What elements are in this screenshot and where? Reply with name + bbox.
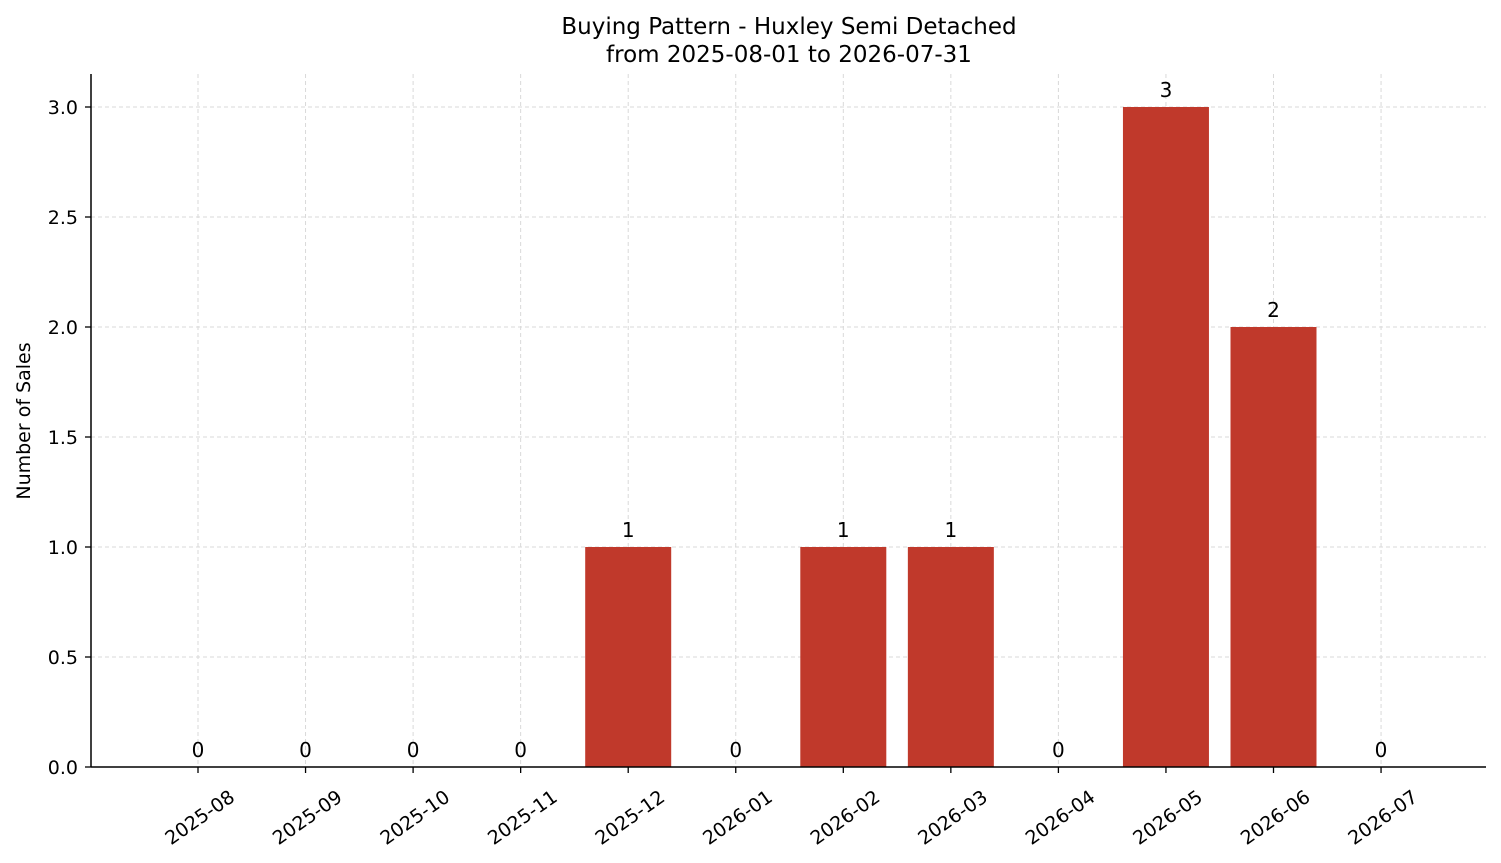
data-label-2026-02: 1 (837, 518, 850, 542)
x-tick-label: 2026-02 (807, 786, 885, 850)
data-labels: 0 0 0 0 1 0 1 1 0 3 2 0 (192, 78, 1388, 762)
y-tick-label: 1.0 (48, 537, 78, 559)
y-tick-label: 2.0 (48, 317, 78, 339)
data-label-2026-07: 0 (1375, 738, 1388, 762)
data-label-2026-05: 3 (1160, 78, 1173, 102)
y-tick-label: 1.5 (48, 427, 78, 449)
x-tick-label: 2025-10 (376, 786, 454, 850)
x-tick-label: 2026-01 (699, 786, 777, 850)
bars (585, 107, 1317, 767)
x-tick-label: 2026-05 (1129, 786, 1207, 850)
y-tick-label: 0.0 (48, 757, 78, 779)
x-tick-label: 2026-06 (1237, 786, 1315, 850)
axes (90, 74, 1486, 768)
x-tick-label: 2026-04 (1022, 786, 1100, 850)
bar-2026-05 (1122, 107, 1209, 767)
bar-2026-06 (1230, 327, 1317, 767)
y-tick-label: 0.5 (48, 647, 78, 669)
chart-title: Buying Pattern - Huxley Semi Detached (561, 14, 1016, 40)
data-label-2025-11: 0 (514, 738, 527, 762)
x-tick-label: 2026-03 (914, 786, 992, 850)
data-label-2025-10: 0 (407, 738, 420, 762)
data-label-2026-06: 2 (1267, 298, 1280, 322)
data-label-2025-08: 0 (192, 738, 205, 762)
y-tick-label: 2.5 (48, 207, 78, 229)
data-label-2026-04: 0 (1052, 738, 1065, 762)
bar-2026-03 (907, 547, 994, 767)
data-label-2025-09: 0 (299, 738, 312, 762)
x-tick-label: 2025-09 (269, 786, 347, 850)
x-tick-label: 2025-08 (161, 786, 239, 850)
data-label-2025-12: 1 (622, 518, 635, 542)
bar-2026-02 (800, 547, 887, 767)
y-tick-label: 3.0 (48, 97, 78, 119)
x-tick-label: 2025-12 (591, 786, 669, 850)
x-tick-label: 2026-07 (1344, 786, 1422, 850)
x-tick-label: 2025-11 (484, 786, 562, 850)
y-axis-label: Number of Sales (13, 342, 35, 499)
bar-2025-12 (585, 547, 672, 767)
ticks: 0.0 0.5 1.0 1.5 2.0 2.5 3.0 2025-08 2025-09 2025-… (48, 97, 1422, 850)
data-label-2026-03: 1 (944, 518, 957, 542)
data-label-2026-01: 0 (729, 738, 742, 762)
chart-subtitle: from 2025-08-01 to 2026-07-31 (606, 42, 972, 68)
